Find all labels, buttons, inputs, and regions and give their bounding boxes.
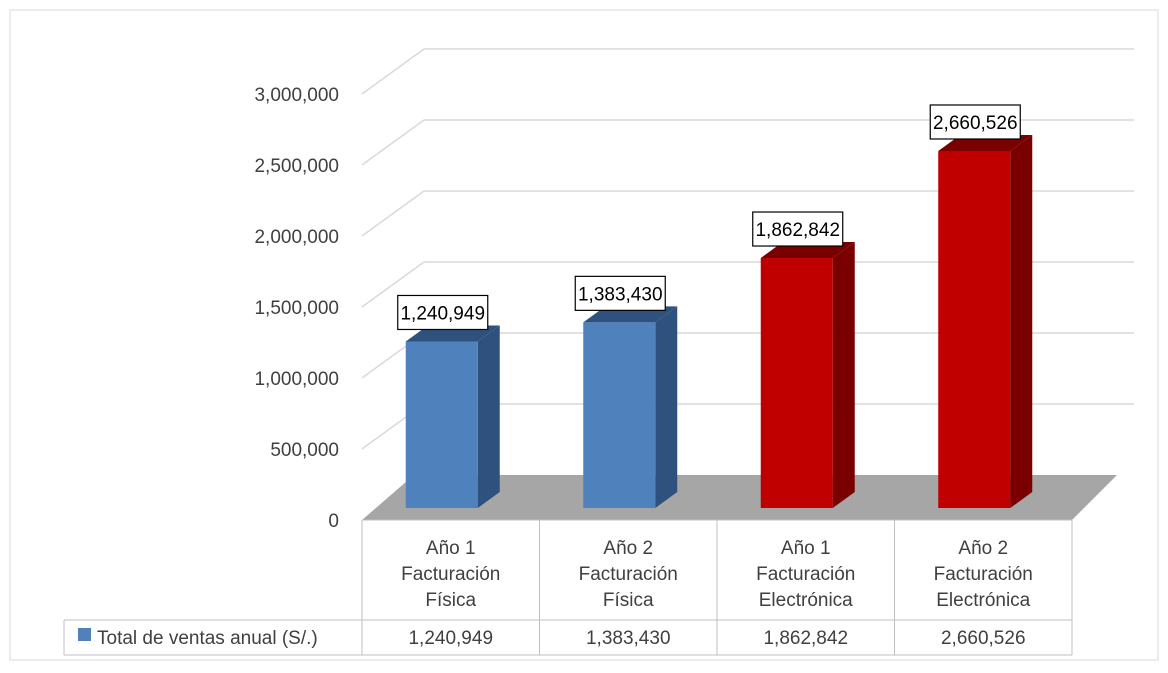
table-value: 1,383,430	[586, 628, 671, 649]
y-tick-label: 3,000,000	[254, 85, 339, 106]
floor	[362, 475, 1117, 520]
data-label-box	[397, 294, 489, 331]
y-tick-label: 1,500,000	[254, 298, 339, 319]
data-label-text: 1,862,842	[755, 220, 840, 241]
bar-side	[477, 325, 500, 508]
data-label-2: 1,383,430	[574, 275, 666, 311]
bar-4	[938, 134, 1033, 508]
floor-plane	[362, 475, 1117, 520]
table-value: 1,240,949	[408, 628, 493, 649]
data-label-box	[752, 211, 844, 247]
bar-front	[760, 258, 833, 508]
x-category-label: Año 1 Facturación Física	[401, 538, 500, 611]
bar-side	[832, 242, 855, 508]
bar-side	[1010, 134, 1033, 508]
data-label-text: 2,660,526	[933, 113, 1018, 134]
data-label-box	[929, 104, 1021, 140]
y-tick-label: 2,000,000	[254, 227, 339, 248]
x-category-label: Año 2 Facturación Electrónica	[934, 538, 1033, 611]
y-axis: 0 500,000 1,000,000 1,500,000 2,000,000 2,500…	[254, 85, 339, 532]
data-label-3: 1,862,842	[752, 211, 844, 247]
data-labels: 1,240,949 1,383,430 1,862,842 2,660,526	[397, 104, 1021, 331]
gridline-diagonal	[361, 48, 425, 95]
bar-front	[583, 322, 656, 508]
bar-3	[760, 242, 855, 508]
y-tick-label: 500,000	[270, 440, 339, 461]
x-category-label: Año 2 Facturación Física	[579, 538, 678, 611]
bar-front	[938, 150, 1011, 508]
table-value: 2,660,526	[941, 628, 1026, 649]
y-tick-label: 1,000,000	[254, 369, 339, 390]
table-value: 1,862,842	[763, 628, 848, 649]
data-label-box	[574, 275, 666, 311]
gridline-diagonal	[361, 261, 425, 308]
y-tick-label: 0	[328, 511, 339, 532]
legend-key	[78, 628, 91, 641]
bars	[405, 134, 1033, 508]
legend-series-name: Total de ventas anual (S/.)	[97, 628, 318, 649]
gridline-diagonal	[361, 190, 425, 237]
data-label-4: 2,660,526	[929, 104, 1021, 140]
y-tick-label: 2,500,000	[254, 156, 339, 177]
bar-1	[405, 325, 500, 508]
x-category-label: Año 1 Facturación Electrónica	[756, 538, 855, 611]
data-table: Año 1 Facturación Física Año 2 Facturación Fí…	[63, 519, 1073, 656]
data-label-text: 1,383,430	[578, 284, 663, 305]
bar-2	[583, 306, 678, 508]
bar-side	[655, 306, 678, 508]
gridline-diagonal	[361, 119, 425, 166]
data-label-1: 1,240,949	[397, 294, 489, 331]
bar-front	[405, 341, 478, 508]
data-label-text: 1,240,949	[400, 303, 485, 324]
